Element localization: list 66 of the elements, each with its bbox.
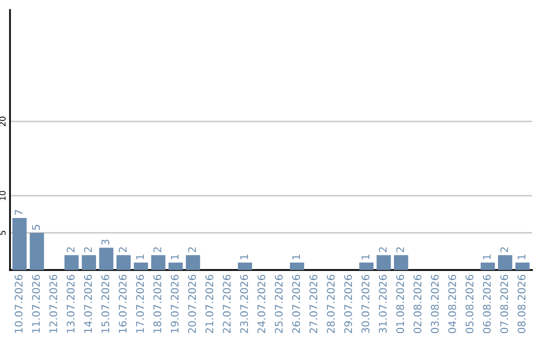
data-label: 2 [66, 247, 74, 252]
bar [480, 262, 495, 270]
x-tick-label: 12.07.2026 [49, 274, 58, 333]
data-label: 1 [518, 254, 526, 260]
x-tick-label: 03.08.2026 [430, 274, 439, 334]
x-tick-label: 13.07.2026 [66, 274, 75, 333]
x-tick-label: 16.07.2026 [118, 274, 127, 333]
x-tick-label: 01.08.2026 [396, 274, 404, 334]
bar [238, 262, 252, 270]
bar [116, 255, 131, 270]
x-tick-label: 31.07.2026 [378, 274, 387, 334]
data-label: 1 [240, 254, 248, 260]
bar [498, 255, 512, 270]
x-tick-label: 14.07.2026 [84, 274, 92, 333]
bar [82, 255, 96, 270]
bar [359, 262, 374, 270]
x-tick-label: 21.07.2026 [205, 274, 214, 334]
bar [290, 262, 304, 270]
x-tick-label: 11.07.2026 [32, 274, 40, 333]
x-tick-label: 24.07.2026 [257, 274, 266, 334]
x-tick-label: 07.08.2026 [500, 274, 508, 334]
data-label: 1 [136, 254, 144, 260]
data-label: 3 [101, 240, 110, 245]
data-label: 1 [292, 254, 300, 260]
bar [12, 218, 27, 270]
bar [376, 255, 391, 270]
x-tick-label: 05.08.2026 [466, 274, 474, 334]
data-label: 1 [362, 254, 370, 260]
data-label: 1 [170, 254, 178, 260]
data-label: 2 [84, 247, 92, 252]
bar [515, 262, 530, 270]
data-label: 1 [483, 254, 491, 260]
x-tick-label: 19.07.2026 [170, 274, 179, 333]
data-label: 2 [188, 247, 196, 252]
data-label: 2 [378, 247, 387, 252]
bar [30, 232, 44, 270]
data-label: 2 [396, 247, 404, 252]
bar [134, 262, 148, 270]
x-tick-label: 30.07.2026 [362, 274, 370, 334]
x-tick-label: 25.07.2026 [274, 274, 283, 334]
data-label: 5 [32, 224, 40, 230]
bar [151, 255, 166, 270]
bar [64, 255, 79, 270]
x-tick-label: 23.07.2026 [240, 274, 248, 334]
bar [186, 255, 200, 270]
x-tick-label: 27.07.2026 [310, 274, 318, 334]
x-tick-label: 22.07.2026 [222, 274, 231, 334]
x-tick-label: 02.08.2026 [414, 274, 422, 334]
x-tick-label: 10.07.2026 [14, 274, 23, 333]
x-tick-label: 20.07.2026 [188, 274, 196, 334]
x-tick-label: 06.08.2026 [482, 274, 491, 334]
x-tick-label: 08.08.2026 [518, 274, 526, 334]
data-label: 2 [153, 247, 162, 252]
data-label: 7 [14, 210, 22, 215]
x-tick-label: 17.07.2026 [136, 274, 144, 333]
x-tick-label: 26.07.2026 [292, 274, 300, 334]
x-tick-label: 04.08.2026 [448, 274, 456, 334]
x-tick-label: 28.07.2026 [326, 274, 335, 334]
bar [394, 255, 408, 270]
bar [168, 262, 183, 270]
x-tick-label: 18.07.2026 [153, 274, 162, 333]
data-label: 2 [500, 247, 508, 252]
bar [99, 248, 114, 270]
data-label: 2 [118, 247, 126, 252]
x-tick-label: 15.07.2026 [101, 274, 110, 333]
x-tick-label: 29.07.2026 [344, 274, 352, 334]
